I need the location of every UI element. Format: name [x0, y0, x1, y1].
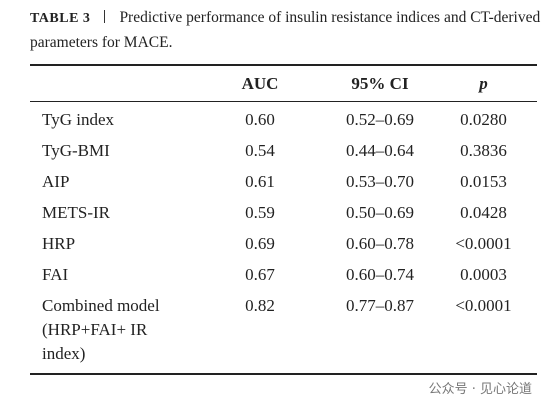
cell: 0.69: [245, 234, 275, 253]
cell: 0.0003: [460, 265, 507, 284]
row-label: Combined model (HRP+FAI+ IR index): [42, 296, 160, 363]
cell: 0.0280: [460, 110, 507, 129]
table-row: AIP 0.61 0.53–0.70 0.0153: [30, 170, 537, 201]
row-label: HRP: [42, 234, 76, 253]
cell: 0.50–0.69: [346, 203, 414, 222]
row-label: TyG-BMI: [42, 141, 110, 160]
table-row: TyG-BMI 0.54 0.44–0.64 0.3836: [30, 139, 537, 170]
cell: 0.53–0.70: [346, 172, 414, 191]
cell: 0.54: [245, 141, 275, 160]
cell: 0.0428: [460, 203, 507, 222]
cell: 0.61: [245, 172, 275, 191]
row-label: TyG index: [42, 110, 114, 129]
header-rule: [30, 101, 537, 102]
caption: TABLE 3 Predictive performance of insulin…: [30, 6, 542, 55]
cell: 0.67: [245, 265, 275, 284]
table-body: TyG index 0.60 0.52–0.69 0.0280 TyG-BMI 0.54 0…: [30, 100, 537, 366]
header-cell: 95% CI: [351, 74, 409, 93]
top-rule: [30, 64, 537, 66]
header-cell: [30, 68, 190, 100]
separator: [104, 10, 106, 23]
header-cell: AUC: [241, 74, 279, 93]
row-label: FAI: [42, 265, 69, 284]
cell: 0.60–0.74: [346, 265, 414, 284]
cell: <0.0001: [455, 296, 512, 315]
caption-label: TABLE 3: [30, 11, 91, 26]
cell: 0.77–0.87: [346, 296, 414, 315]
cell: 0.52–0.69: [346, 110, 414, 129]
watermark: 公众号 · 见心论道: [428, 382, 532, 397]
cell: 0.60: [245, 110, 275, 129]
table-row: METS-IR 0.59 0.50–0.69 0.0428: [30, 201, 537, 232]
row-label: AIP: [42, 172, 70, 191]
cell: 0.59: [245, 203, 275, 222]
caption-text: Predictive performance of insulin resist…: [30, 9, 541, 51]
table-row: FAI 0.67 0.60–0.74 0.0003: [30, 263, 537, 294]
cell: 0.44–0.64: [346, 141, 414, 160]
cell: 0.0153: [460, 172, 507, 191]
table-row: TyG index 0.60 0.52–0.69 0.0280: [30, 100, 537, 139]
header-row: AUC 95% CI p: [30, 68, 537, 100]
cell: 0.82: [245, 296, 275, 315]
cell: <0.0001: [455, 234, 512, 253]
table-row: HRP 0.69 0.60–0.78 <0.0001: [30, 232, 537, 263]
cell: 0.3836: [460, 141, 507, 160]
header-cell: p: [479, 74, 488, 93]
cell: 0.60–0.78: [346, 234, 414, 253]
bottom-rule: [30, 373, 537, 375]
table: AUC 95% CI p TyG index 0.60 0.52–0.69 0.0280 T…: [30, 68, 537, 366]
table-row: Combined model (HRP+FAI+ IR index) 0.82 0.…: [30, 294, 537, 366]
row-label: METS-IR: [42, 203, 110, 222]
